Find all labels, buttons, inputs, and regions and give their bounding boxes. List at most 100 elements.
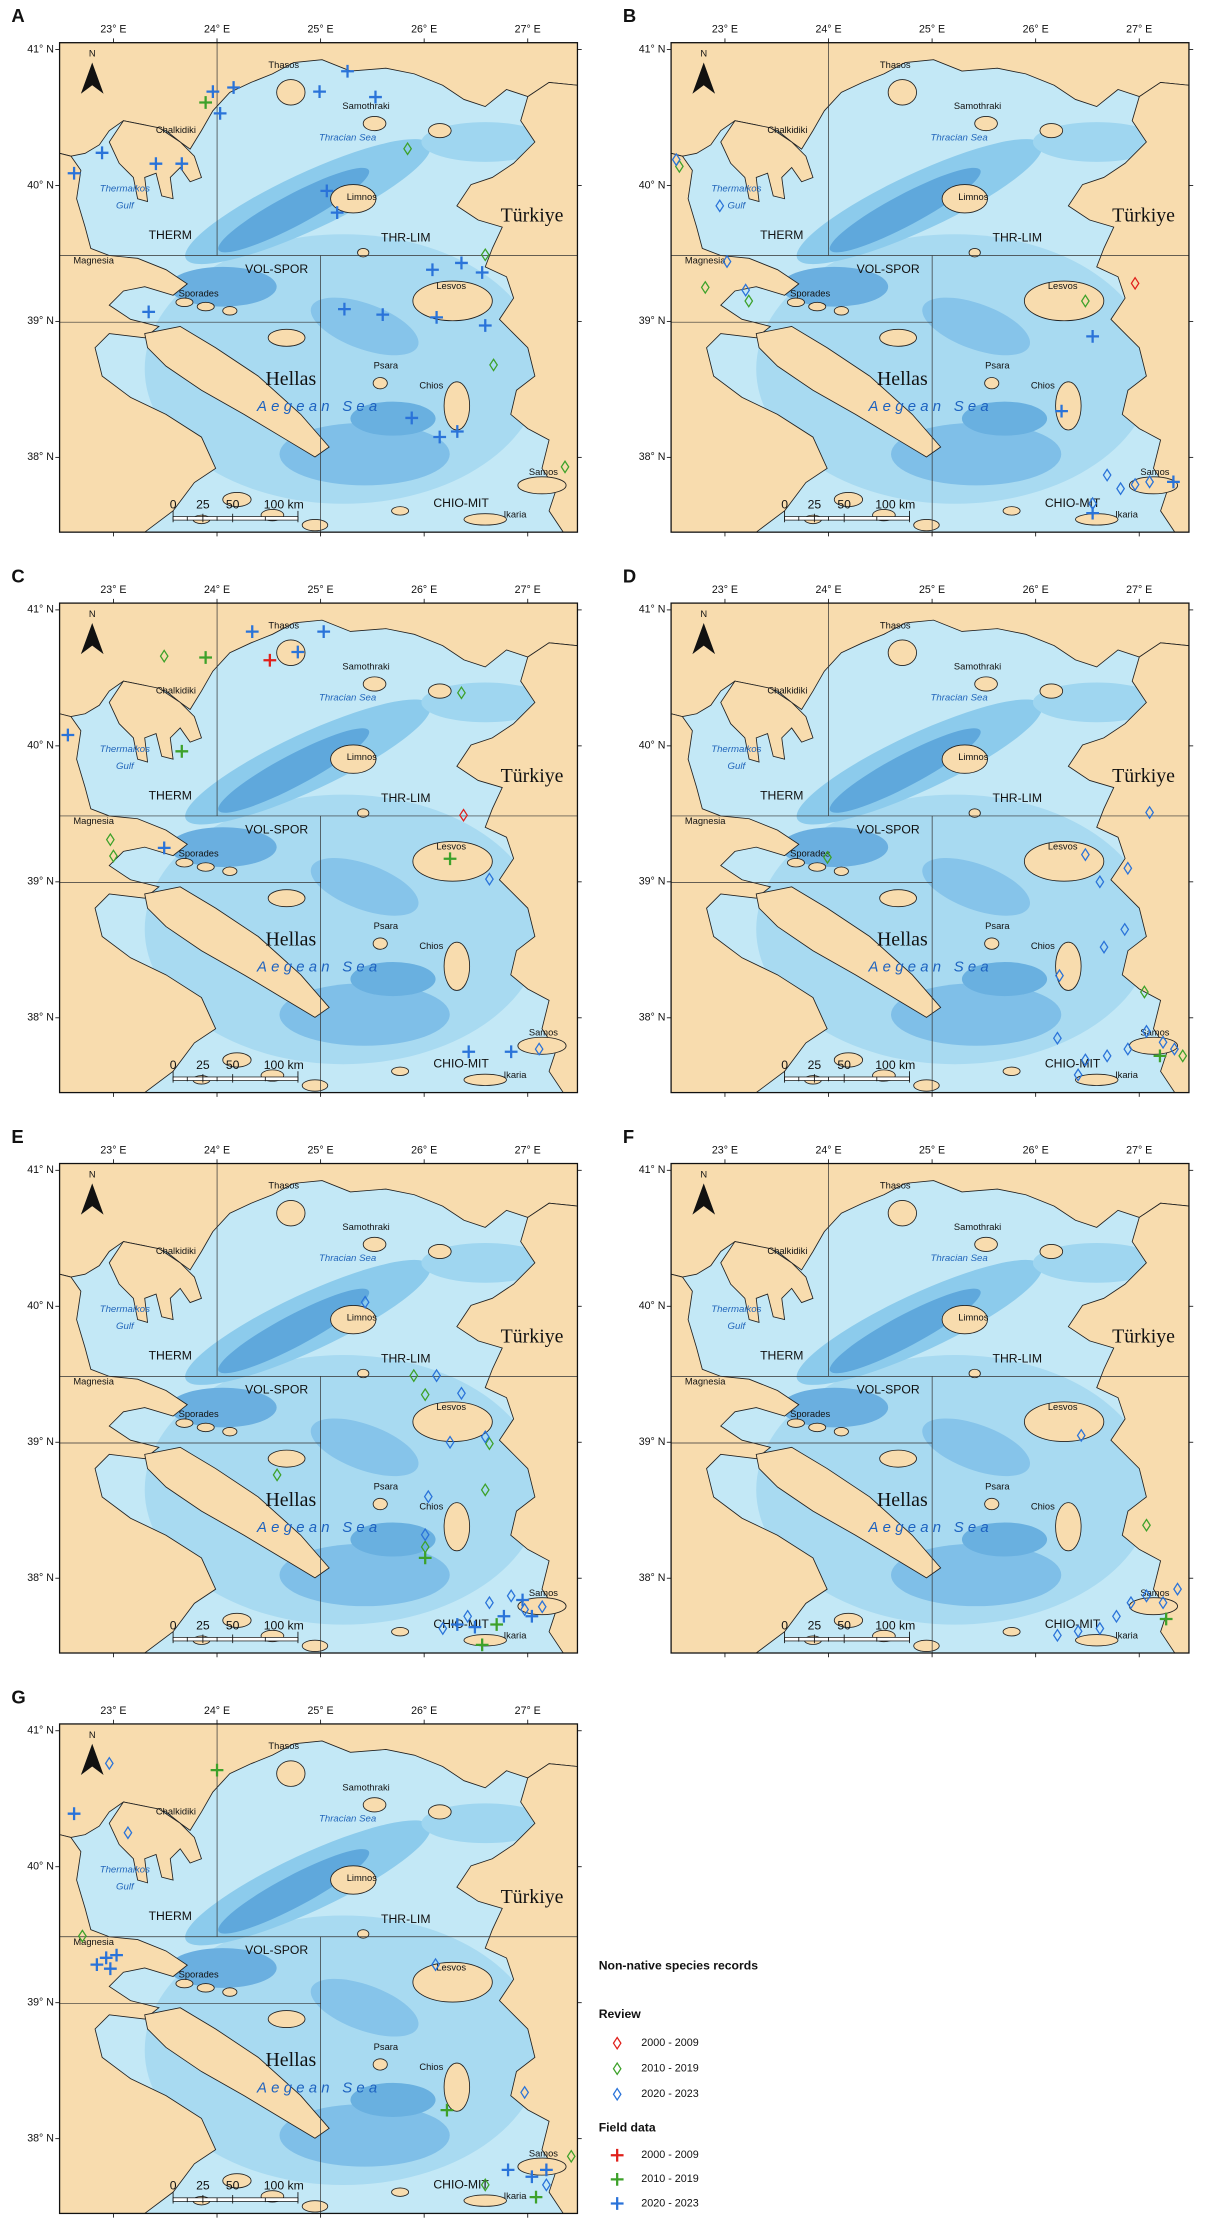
review-record <box>1169 1042 1179 1056</box>
place-label: VOL-SPOR <box>245 822 308 836</box>
place-label: Thracian Sea <box>319 132 377 143</box>
lat-tick-label: 38° N <box>639 1572 666 1584</box>
legend-review-label: 2020 - 2023 <box>641 2088 698 2100</box>
scale-bar-label: 50 <box>837 1058 851 1072</box>
place-label: Thracian Sea <box>319 1253 377 1264</box>
place-label: VOL-SPOR <box>245 262 308 276</box>
review-record <box>480 2178 490 2192</box>
north-arrow <box>80 1183 104 1215</box>
panel-letter: G <box>11 1686 25 1707</box>
review-record <box>484 1436 494 1451</box>
scale-bar-ticks <box>784 1071 910 1083</box>
review-record <box>1095 874 1105 889</box>
scale-bar-ticks <box>172 2192 299 2204</box>
place-label: Aegean Sea <box>256 2081 381 2097</box>
north-label: N <box>89 1169 96 1179</box>
place-label: Sporades <box>179 288 219 298</box>
review-record <box>463 1609 473 1624</box>
place-label: Aegean Sea <box>868 399 993 415</box>
place-label: Thermaikos <box>100 183 150 194</box>
lon-tick-label: 24° E <box>204 584 230 596</box>
place-label: Türkiye <box>501 205 564 227</box>
place-label: Samothraki <box>342 101 389 111</box>
lon-tick-label: 25° E <box>919 24 945 36</box>
lat-tick-label: 39° N <box>27 876 54 888</box>
place-label: Gulf <box>116 200 135 211</box>
lat-tick-label: 39° N <box>639 315 666 327</box>
review-record <box>459 808 468 823</box>
field-record <box>213 106 227 120</box>
lat-tick-label: 41° N <box>27 1164 54 1176</box>
north-label: N <box>700 1169 707 1179</box>
place-label: Lesvos <box>436 281 466 291</box>
field-record <box>478 319 492 332</box>
place-label: Gulf <box>728 761 747 772</box>
lon-tick-label: 24° E <box>204 1145 230 1157</box>
place-label: Magnesia <box>685 256 726 266</box>
review-record <box>520 1602 530 1617</box>
place-label: Thracian Sea <box>319 1814 377 1825</box>
lon-tick-label: 26° E <box>1023 1145 1049 1157</box>
lat-tick-label: 38° N <box>639 451 666 463</box>
place-label: Lesvos <box>436 1402 466 1412</box>
review-record <box>560 460 570 474</box>
map-frame <box>670 1162 1190 1654</box>
lat-tick-label: 41° N <box>639 43 666 55</box>
legend-field-marker <box>610 2197 624 2210</box>
field-record <box>1153 1049 1167 1063</box>
scale-bar-label: 100 km <box>875 497 915 511</box>
review-record <box>1052 1031 1062 1046</box>
place-label: Sporades <box>179 849 219 859</box>
field-record <box>525 2170 539 2184</box>
place-label: Gulf <box>728 200 747 211</box>
panel-letter: F <box>623 1126 634 1147</box>
review-record <box>1142 1024 1151 1039</box>
basemap <box>671 603 1189 1092</box>
scale-bar <box>172 1637 299 1642</box>
north-arrow <box>80 1743 104 1776</box>
field-record <box>405 411 419 425</box>
review-record <box>360 1295 370 1310</box>
review-record <box>438 1621 448 1636</box>
field-record <box>199 96 213 109</box>
place-label: Limnos <box>958 1313 988 1323</box>
place-label: Lesvos <box>1048 281 1078 291</box>
place-label: Psara <box>374 2042 399 2052</box>
place-label: Samothraki <box>954 661 1001 671</box>
place-label: Türkiye <box>501 765 564 787</box>
place-label: Gulf <box>116 761 135 772</box>
lon-tick-label: 27° E <box>515 1145 541 1157</box>
lon-tick-label: 24° E <box>815 24 841 36</box>
review-record <box>1178 1049 1188 1063</box>
place-label: Hellas <box>877 928 928 950</box>
place-label: Sporades <box>790 1409 830 1419</box>
review-record <box>1052 1628 1062 1643</box>
place-label: Thasos <box>880 620 911 630</box>
lon-tick-label: 26° E <box>411 1145 437 1157</box>
field-record <box>313 85 326 99</box>
lat-tick-label: 40° N <box>27 740 54 752</box>
field-record <box>539 2163 553 2177</box>
place-label: Lesvos <box>1048 1402 1078 1412</box>
lat-tick-label: 40° N <box>27 1861 54 1873</box>
basemap <box>60 43 578 532</box>
place-label: Thasos <box>880 1181 911 1191</box>
scale-bar-label: 50 <box>837 1618 851 1632</box>
review-record <box>1080 1053 1090 1067</box>
field-record <box>227 81 240 94</box>
review-record <box>1158 1595 1168 1610</box>
place-label: THR-LIM <box>381 1912 430 1926</box>
place-label: CHIO-MIT <box>1045 1056 1101 1070</box>
place-label: Chalkidiki <box>767 125 807 135</box>
lon-tick-label: 23° E <box>100 584 126 596</box>
place-label: THR-LIM <box>381 1352 430 1366</box>
review-record <box>506 1589 516 1603</box>
field-record <box>430 310 443 324</box>
scale-bar-ticks <box>172 510 299 523</box>
field-record <box>67 1807 81 1821</box>
review-record <box>484 1595 494 1610</box>
field-record <box>67 166 81 180</box>
place-label: THERM <box>149 228 192 242</box>
map-frame <box>58 42 579 533</box>
field-record <box>516 1593 529 1607</box>
